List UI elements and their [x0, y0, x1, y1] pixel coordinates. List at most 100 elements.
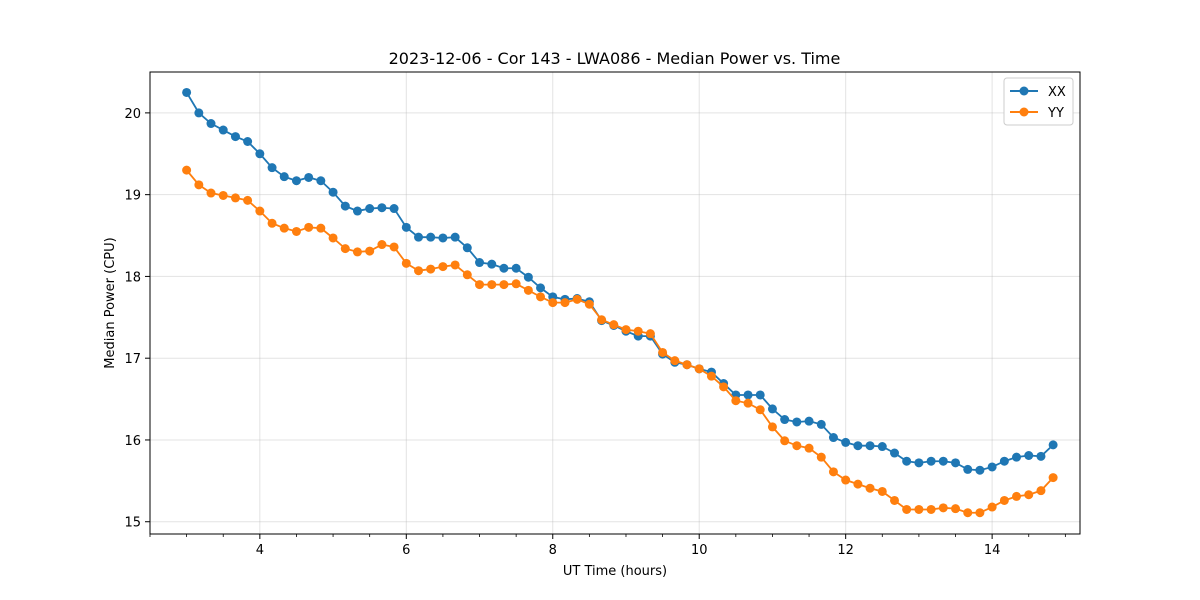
data-point-xx	[499, 263, 509, 273]
data-point-xx	[462, 243, 472, 253]
data-point-yy	[694, 364, 704, 374]
series-layer	[182, 87, 1058, 518]
data-point-yy	[328, 233, 338, 243]
data-point-yy	[499, 280, 509, 290]
data-point-xx	[401, 222, 411, 232]
data-point-yy	[511, 279, 521, 289]
data-point-xx	[841, 437, 851, 447]
data-point-xx	[938, 456, 948, 466]
data-point-xx	[828, 433, 838, 443]
data-point-xx	[389, 204, 399, 214]
data-point-xx	[365, 204, 375, 214]
data-point-yy	[670, 356, 680, 366]
y-axis-label: Median Power (CPU)	[103, 237, 118, 368]
data-point-xx	[804, 416, 814, 426]
x-tick-label: 6	[402, 543, 410, 558]
plot-area	[150, 72, 1080, 534]
x-axis: 4 6 8 10 12 14	[149, 534, 1066, 558]
data-point-yy	[719, 382, 729, 392]
data-point-xx	[987, 462, 997, 472]
data-point-yy	[206, 188, 216, 198]
data-point-yy	[316, 223, 326, 233]
y-axis: 15 16 17 18 19 20	[124, 107, 150, 531]
data-point-yy	[633, 326, 643, 336]
data-point-xx	[792, 417, 802, 427]
data-point-yy	[987, 502, 997, 512]
x-tick-label: 10	[691, 543, 708, 558]
data-point-yy	[658, 347, 668, 357]
data-point-yy	[377, 240, 387, 250]
data-point-yy	[841, 475, 851, 485]
data-point-yy	[780, 436, 790, 446]
data-point-xx	[853, 441, 863, 451]
data-point-yy	[572, 294, 582, 304]
data-point-yy	[999, 495, 1009, 505]
y-tick-label: 16	[124, 434, 141, 449]
legend-label-xx: XX	[1048, 85, 1066, 100]
data-point-xx	[426, 232, 436, 242]
data-point-yy	[1024, 490, 1034, 500]
data-point-xx	[340, 201, 350, 211]
data-point-xx	[438, 233, 448, 243]
data-point-yy	[951, 504, 961, 514]
data-point-yy	[816, 452, 826, 462]
data-point-xx	[511, 263, 521, 273]
data-point-yy	[340, 244, 350, 254]
data-point-yy	[450, 260, 460, 270]
data-point-yy	[645, 329, 655, 339]
data-point-xx	[279, 172, 289, 182]
data-point-xx	[377, 203, 387, 213]
data-point-xx	[328, 187, 338, 197]
data-point-yy	[1048, 473, 1058, 483]
data-point-xx	[255, 149, 265, 159]
legend: XX YY	[1003, 77, 1074, 126]
data-point-xx	[1024, 451, 1034, 461]
data-point-yy	[767, 422, 777, 432]
data-point-yy	[536, 292, 546, 302]
data-point-yy	[731, 396, 741, 406]
data-point-yy	[414, 266, 424, 276]
data-point-yy	[890, 495, 900, 505]
data-point-yy	[828, 467, 838, 477]
data-point-yy	[902, 504, 912, 514]
data-point-yy	[926, 504, 936, 514]
y-tick-label: 20	[124, 107, 141, 122]
data-point-xx	[304, 172, 314, 182]
data-point-xx	[926, 456, 936, 466]
data-point-xx	[1048, 440, 1058, 450]
data-point-xx	[182, 87, 192, 97]
y-tick-label: 19	[124, 189, 141, 204]
data-point-yy	[243, 195, 253, 205]
data-point-yy	[1012, 491, 1022, 501]
data-point-yy	[877, 486, 887, 496]
data-point-yy	[291, 226, 301, 236]
data-point-xx	[1012, 452, 1022, 462]
data-point-yy	[182, 165, 192, 175]
series-yy	[182, 165, 1058, 518]
data-point-yy	[963, 508, 973, 518]
data-point-xx	[316, 176, 326, 186]
data-point-yy	[621, 325, 631, 335]
data-point-xx	[963, 464, 973, 474]
data-point-yy	[609, 320, 619, 330]
data-point-yy	[584, 299, 594, 309]
plot-frame	[149, 71, 1081, 535]
data-point-yy	[462, 270, 472, 280]
data-point-yy	[255, 206, 265, 216]
data-point-xx	[999, 456, 1009, 466]
data-point-xx	[218, 125, 228, 135]
data-point-yy	[804, 443, 814, 453]
data-point-xx	[865, 441, 875, 451]
data-point-xx	[206, 119, 216, 129]
x-tick-label: 12	[837, 543, 854, 558]
data-point-yy	[194, 180, 204, 190]
data-point-xx	[450, 232, 460, 242]
data-point-yy	[475, 280, 485, 290]
data-point-yy	[743, 398, 753, 408]
y-tick-label: 17	[124, 352, 141, 367]
legend-marker-xx	[1019, 86, 1029, 96]
data-point-yy	[682, 360, 692, 370]
data-point-xx	[743, 390, 753, 400]
data-point-yy	[560, 298, 570, 308]
data-point-xx	[267, 163, 277, 173]
